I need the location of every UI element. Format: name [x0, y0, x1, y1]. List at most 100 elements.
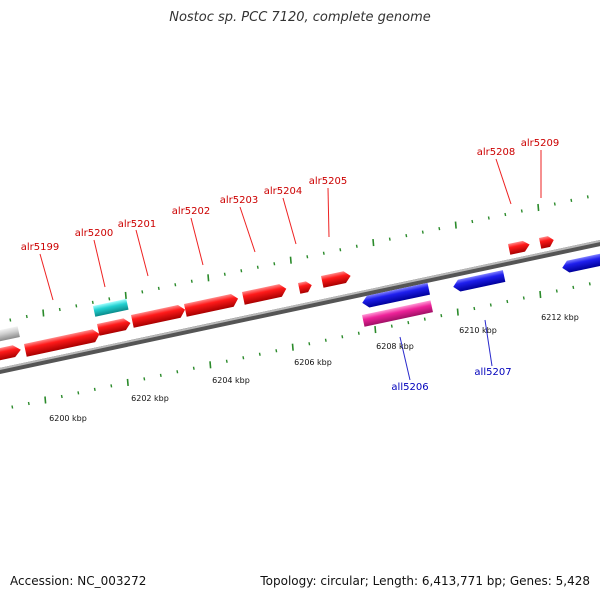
- gene-label-all5207[interactable]: all5207: [474, 367, 511, 378]
- label-callout-lines: [39, 150, 542, 381]
- major-tick: [374, 326, 377, 334]
- major-tick: [454, 221, 457, 229]
- minor-tick: [273, 262, 276, 266]
- gene-alr5209[interactable]: [539, 235, 555, 249]
- minor-tick: [471, 219, 474, 224]
- gene-all5206-pseudo[interactable]: [362, 300, 433, 327]
- gene-alr5208[interactable]: [508, 240, 531, 255]
- minor-tick: [405, 233, 408, 238]
- major-tick: [209, 361, 212, 369]
- page-title: Nostoc sp. PCC 7120, complete genome: [169, 10, 431, 25]
- major-tick: [372, 239, 375, 247]
- minor-tick: [520, 209, 523, 213]
- minor-tick: [60, 394, 63, 399]
- minor-tick: [225, 359, 228, 363]
- major-tick: [289, 256, 292, 264]
- gene-right-edge[interactable]: [561, 251, 600, 274]
- kbp-label: 6204 kbp: [212, 376, 250, 385]
- minor-tick: [421, 230, 424, 234]
- major-tick: [207, 274, 210, 282]
- minor-tick: [522, 296, 525, 300]
- gene-alr5200-rna[interactable]: [93, 298, 129, 317]
- minor-tick: [174, 283, 177, 287]
- kbp-label: 6208 kbp: [376, 342, 414, 351]
- minor-tick: [143, 377, 146, 381]
- minor-tick: [159, 373, 162, 378]
- minor-tick: [108, 297, 111, 301]
- minor-tick: [25, 314, 28, 319]
- inner-tick-row: [11, 282, 591, 409]
- major-tick: [42, 309, 45, 317]
- gene-all5207[interactable]: [452, 270, 506, 293]
- minor-tick: [572, 285, 575, 290]
- minor-tick: [440, 313, 443, 318]
- major-tick: [44, 396, 47, 404]
- minor-tick: [407, 320, 410, 325]
- minor-tick: [553, 202, 556, 206]
- minor-tick: [570, 198, 573, 203]
- minor-tick: [91, 300, 94, 305]
- outer-tick-row: [9, 195, 589, 322]
- minor-tick: [258, 352, 261, 356]
- gene-other-left[interactable]: [0, 326, 20, 343]
- gene-far-left[interactable]: [0, 344, 22, 361]
- major-tick: [539, 290, 542, 299]
- major-tick: [456, 308, 459, 316]
- gene-alr5205[interactable]: [321, 270, 352, 288]
- gene-all5206[interactable]: [361, 282, 431, 309]
- genome-stats-text: Topology: circular; Length: 6,413,771 bp…: [260, 574, 590, 588]
- minor-tick: [9, 318, 12, 322]
- minor-tick: [339, 248, 342, 252]
- kbp-label: 6200 kbp: [49, 414, 87, 423]
- gene-label-alr5200[interactable]: alr5200: [75, 228, 113, 239]
- minor-tick: [390, 324, 393, 328]
- kbp-label: 6210 kbp: [459, 326, 497, 335]
- minor-tick: [322, 251, 325, 255]
- minor-tick: [308, 342, 311, 346]
- gene-alr5199[interactable]: [24, 328, 101, 357]
- gene-label-all5206[interactable]: all5206: [391, 382, 428, 393]
- minor-tick: [77, 391, 80, 395]
- gene-label-alr5199[interactable]: alr5199: [21, 242, 59, 253]
- minor-tick: [93, 387, 96, 392]
- minor-tick: [176, 370, 179, 374]
- major-tick: [291, 343, 294, 351]
- gene-alr5204[interactable]: [298, 280, 313, 294]
- kbp-label: 6206 kbp: [294, 358, 332, 367]
- gene-label-alr5209[interactable]: alr5209: [521, 138, 559, 149]
- gene-label-alr5201[interactable]: alr5201: [118, 219, 156, 230]
- minor-tick: [141, 290, 144, 294]
- gene-label-alr5205[interactable]: alr5205: [309, 176, 347, 187]
- gene-label-alr5202[interactable]: alr5202: [172, 206, 210, 217]
- minor-tick: [256, 265, 259, 269]
- gene-alr5200[interactable]: [97, 317, 132, 336]
- genome-backbone: [0, 239, 600, 375]
- minor-tick: [11, 405, 14, 409]
- gene-alr5201[interactable]: [131, 304, 187, 328]
- minor-tick: [473, 306, 476, 311]
- minor-tick: [504, 212, 507, 217]
- minor-tick: [27, 401, 30, 406]
- minor-tick: [240, 269, 243, 273]
- minor-tick: [586, 195, 589, 199]
- minor-tick: [190, 279, 193, 283]
- minor-tick: [275, 349, 278, 353]
- major-tick: [124, 291, 127, 299]
- gene-label-alr5204[interactable]: alr5204: [264, 186, 302, 197]
- gene-alr5202[interactable]: [184, 293, 240, 317]
- minor-tick: [355, 244, 358, 248]
- major-tick: [537, 203, 540, 212]
- gene-label-alr5208[interactable]: alr5208: [477, 147, 515, 158]
- minor-tick: [157, 286, 160, 291]
- minor-tick: [506, 299, 509, 304]
- minor-tick: [341, 335, 344, 339]
- gene-labels: alr5199 alr5200 alr5201 alr5202 alr5203 …: [21, 138, 559, 393]
- kbp-label: 6202 kbp: [131, 394, 169, 403]
- minor-tick: [324, 338, 327, 342]
- gene-label-alr5203[interactable]: alr5203: [220, 195, 258, 206]
- gene-alr5203[interactable]: [242, 283, 288, 305]
- minor-tick: [223, 272, 226, 276]
- minor-tick: [75, 304, 78, 308]
- minor-tick: [306, 255, 309, 259]
